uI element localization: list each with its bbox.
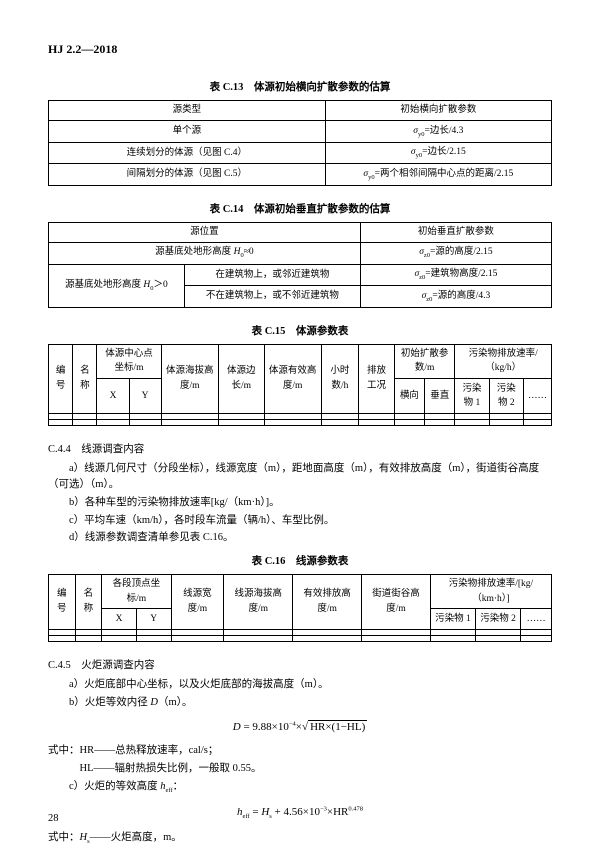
tC16-x: X	[102, 609, 137, 629]
tC15-ell: ……	[523, 379, 551, 414]
tC16-y: Y	[136, 609, 171, 629]
c44-d: d）线源参数调查清单参见表 C.16。	[48, 530, 552, 546]
tC15-cs: 初始扩散参数/m	[394, 344, 455, 379]
tC15-wrp: 污染物排放速率/（kg/h）	[455, 344, 552, 379]
tC13-r3l: 间隔划分的体源（见图 C.5）	[49, 164, 326, 186]
c44-head: C.4.4 线源调查内容	[48, 442, 552, 458]
tC14-h-right: 初始垂直扩散参数	[360, 222, 551, 242]
c44-c: c）平均车速（km/h），各时段车流量（辆/h）、车型比例。	[48, 513, 552, 529]
c44-a: a）线源几何尺寸（分段坐标），线源宽度（m），距地面高度（m），有效排放高度（m…	[48, 461, 552, 493]
page-number: 28	[48, 811, 59, 827]
tC13-r2l: 连续划分的体源（见图 C.4）	[49, 142, 326, 164]
tC14-r2l: 源基底处地形高度 H0＞0	[49, 264, 185, 307]
c45-where: 式中：HR——总热释放速率，cal/s；	[48, 743, 552, 759]
tC15-w2: 污染物 2	[489, 379, 523, 414]
formula-d: D = 9.88×10−4×√HR×(1−HL)	[48, 719, 552, 736]
tC14-r1r: σz0=源的高度/2.15	[360, 242, 551, 264]
table-c15: 编号 名称 体源中心点坐标/m 体源海拔高度/m 体源边长/m 体源有效高度/m…	[48, 344, 552, 426]
tC15-w1: 污染物 1	[455, 379, 489, 414]
tC15-y: Y	[129, 379, 161, 414]
tC13-h-left: 源类型	[49, 100, 326, 120]
tC16-wrp: 污染物排放速率/[kg/（km·h）]	[430, 574, 551, 609]
table-c16: 编号 名称 各段顶点坐标/m 线源宽度/m 线源海拔高度/m 有效排放高度/m …	[48, 574, 552, 642]
tC13-r3r: σy0=两个相邻间隔中心点的距离/2.15	[325, 164, 551, 186]
table-c14-title: 表 C.14 体源初始垂直扩散参数的估算	[48, 202, 552, 218]
tC15-xs: 小时数/h	[321, 344, 358, 413]
tC16-wd: 线源宽度/m	[171, 574, 224, 629]
table-c14: 源位置 初始垂直扩散参数 源基底处地形高度 H0≈0 σz0=源的高度/2.15…	[48, 222, 552, 308]
c45-head: C.4.5 火炬源调查内容	[48, 658, 552, 674]
tC13-r2r: σy0=边长/2.15	[325, 142, 551, 164]
tC14-r2m1: 在建筑物上，或邻近建筑物	[184, 264, 360, 286]
tC13-r1l: 单个源	[49, 121, 326, 143]
tC15-bh: 编号	[49, 344, 73, 413]
table-row	[49, 635, 552, 641]
tC15-x: X	[97, 379, 129, 414]
tC15-pf: 排放工况	[359, 344, 395, 413]
tC15-center: 体源中心点坐标/m	[97, 344, 161, 379]
tC14-r2r2: σz0=源的高度/4.3	[360, 286, 551, 308]
tC16-hb: 线源海拔高度/m	[224, 574, 293, 629]
tC14-r1l: 源基底处地形高度 H0≈0	[49, 242, 361, 264]
tC14-r2m2: 不在建筑物上，或不邻近建筑物	[184, 286, 360, 308]
tC16-yx: 有效排放高度/m	[293, 574, 362, 629]
tC14-h-left: 源位置	[49, 222, 361, 242]
c45-b: b）火炬等效内径 D（m）。	[48, 695, 552, 711]
tC13-r1r: σy0=边长/4.3	[325, 121, 551, 143]
doc-code: HJ 2.2—2018	[48, 40, 552, 58]
c45-c: c）火炬的等效高度 heff：	[48, 779, 552, 796]
tC14-r2r1: σz0=建筑物高度/2.15	[360, 264, 551, 286]
tC15-nm: 名称	[73, 344, 97, 413]
c44-b: b）各种车型的污染物排放速率[kg/（km·h）]。	[48, 495, 552, 511]
tC16-nm: 名称	[75, 574, 102, 629]
tC16-vx: 各段顶点坐标/m	[102, 574, 171, 609]
formula-heff: heff = Hs + 4.56×10−3×HR0.478	[48, 804, 552, 822]
tC15-hx: 横向	[394, 379, 424, 414]
tC15-zx: 垂直	[425, 379, 455, 414]
tC16-w1: 污染物 1	[430, 609, 475, 629]
tC16-w2: 污染物 2	[476, 609, 521, 629]
table-row	[49, 419, 552, 425]
tC15-hb: 体源海拔高度/m	[161, 344, 218, 413]
tC13-h-right: 初始横向扩散参数	[325, 100, 551, 120]
c45-hl: HL——辐射热损失比例，一般取 0.55。	[80, 761, 553, 777]
table-c16-title: 表 C.16 线源参数表	[48, 554, 552, 570]
c45-where2: 式中：Hs——火炬高度，m。	[48, 830, 552, 847]
tC15-bc: 体源边长/m	[218, 344, 264, 413]
tC16-jd: 街道街谷高度/m	[362, 574, 431, 629]
table-c13: 源类型 初始横向扩散参数 单个源 σy0=边长/4.3 连续划分的体源（见图 C…	[48, 100, 552, 186]
tC16-ell: ……	[521, 609, 552, 629]
tC15-yx: 体源有效高度/m	[264, 344, 321, 413]
table-c15-title: 表 C.15 体源参数表	[48, 324, 552, 340]
c45-a: a）火炬底部中心坐标，以及火炬底部的海拔高度（m）。	[48, 677, 552, 693]
table-c13-title: 表 C.13 体源初始横向扩散参数的估算	[48, 80, 552, 96]
tC16-bh: 编号	[49, 574, 76, 629]
